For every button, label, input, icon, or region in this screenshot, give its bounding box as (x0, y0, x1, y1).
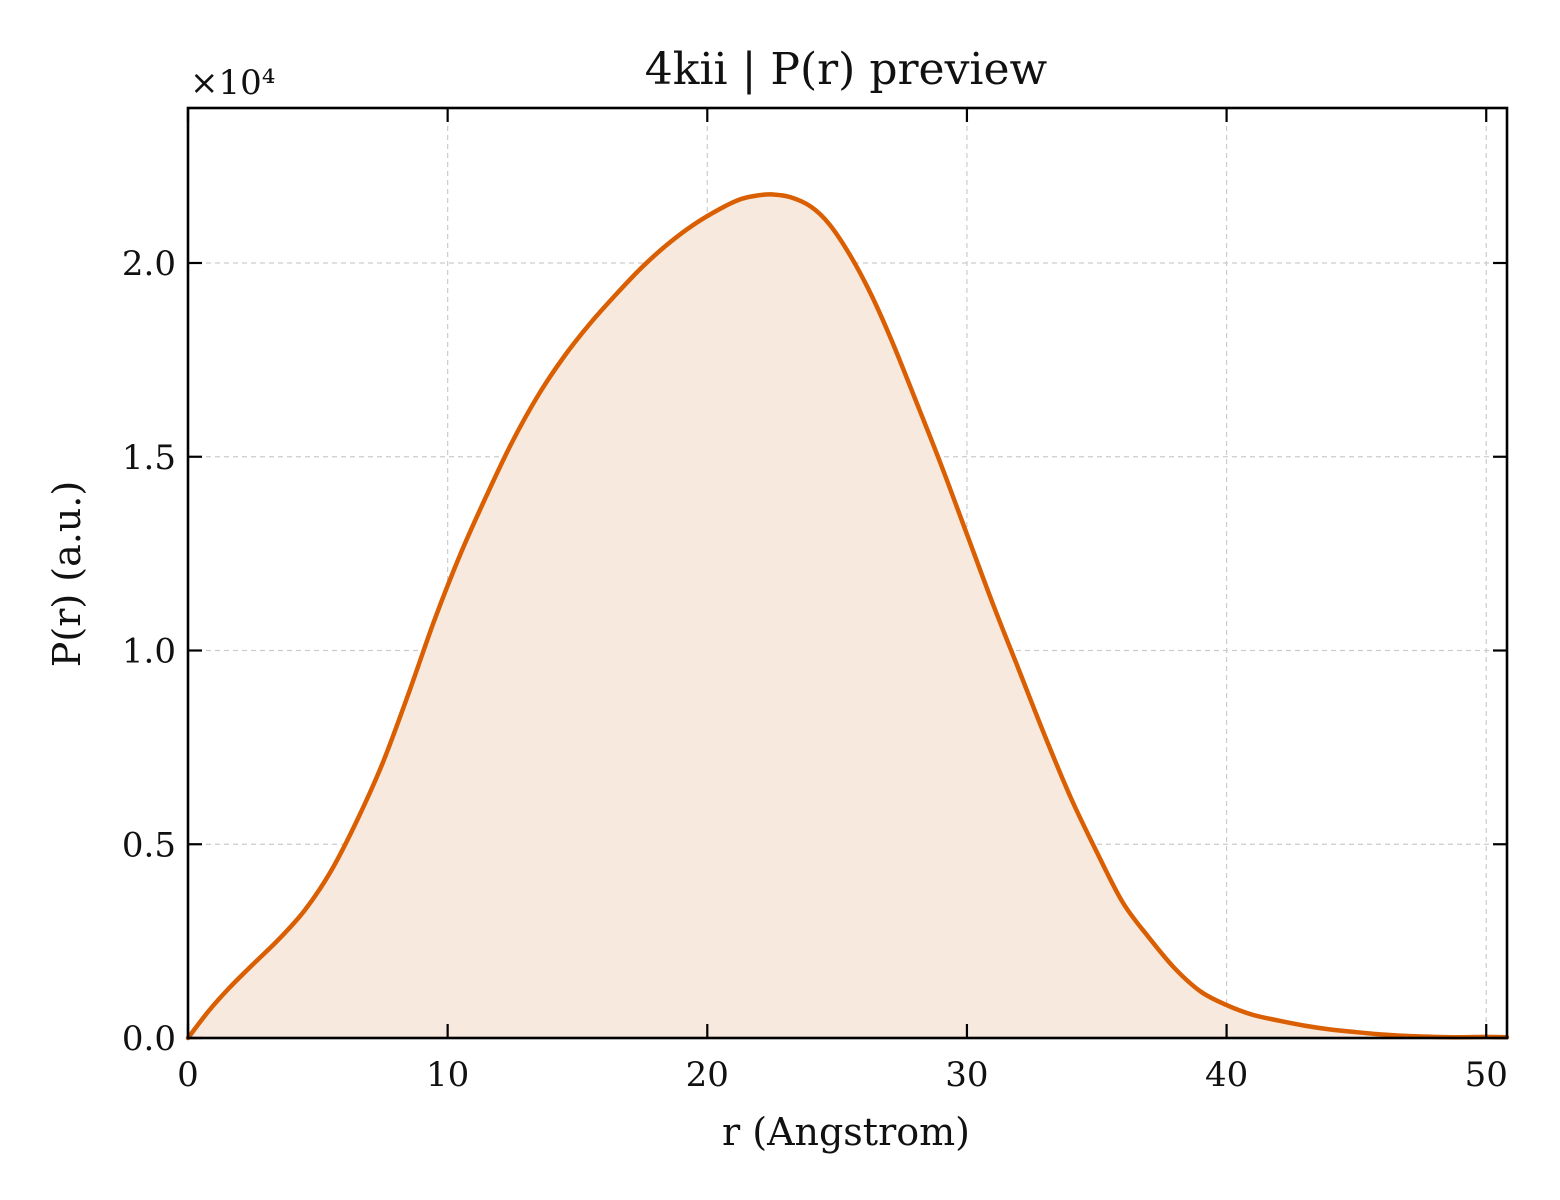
y-multiplier-label: ×10⁴ (190, 63, 275, 103)
x-axis-label: r (Angstrom) (722, 1110, 970, 1154)
x-tick-label: 0 (177, 1055, 199, 1095)
axis-ticks (186, 108, 1507, 1040)
y-tick-label: 2.0 (122, 244, 176, 284)
pr-curve-line (185, 192, 1510, 1041)
y-tick-label: 0.5 (122, 825, 176, 865)
x-tick-label: 40 (1205, 1055, 1248, 1095)
y-tick-label: 0.0 (122, 1019, 176, 1059)
x-tick-label: 20 (686, 1055, 729, 1095)
pr-area-fill (188, 194, 1507, 1038)
x-tick-label: 50 (1465, 1055, 1508, 1095)
y-axis-label: P(r) (a.u.) (45, 481, 89, 667)
tick-labels: 0 10 20 30 40 50 0.0 0.5 1.0 1.5 2.0 (122, 244, 1508, 1095)
y-tick-label: 1.0 (122, 632, 176, 672)
x-tick-label: 30 (945, 1055, 988, 1095)
x-tick-label: 10 (426, 1055, 469, 1095)
y-tick-label: 1.5 (122, 438, 176, 478)
chart-title: 4kii | P(r) preview (645, 44, 1048, 95)
plot-frame (186, 106, 1509, 1040)
